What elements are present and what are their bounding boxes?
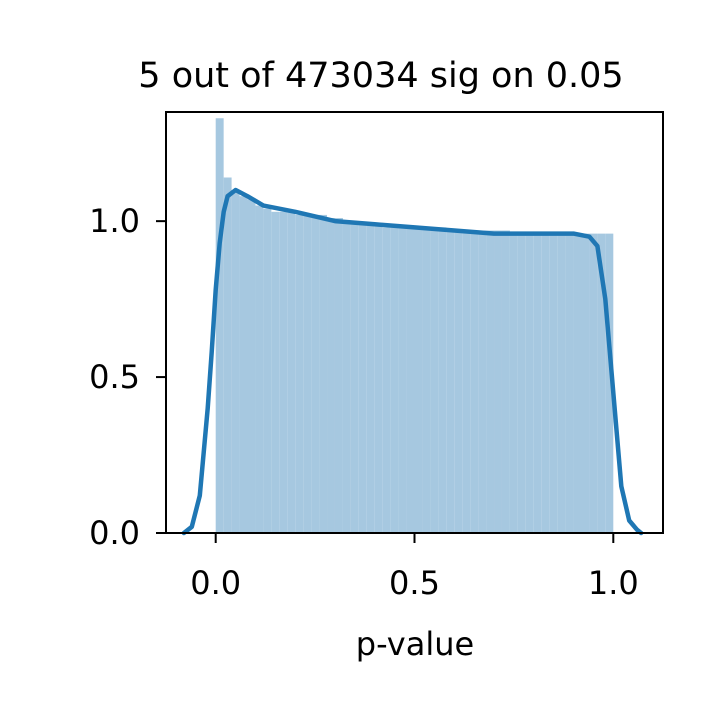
- histogram-bar: [231, 189, 240, 534]
- kde-line: [181, 187, 644, 536]
- histogram-bar: [581, 233, 590, 533]
- histogram-bar: [271, 211, 280, 533]
- histogram-bar: [501, 230, 510, 533]
- histogram-bar: [589, 233, 598, 533]
- histogram-bar: [573, 233, 582, 533]
- histogram-bar: [303, 214, 312, 533]
- histogram-bar: [549, 233, 558, 533]
- x-tick-label: 1.0: [588, 564, 639, 602]
- x-axis-label: p-value: [356, 625, 474, 663]
- histogram-bar: [382, 227, 391, 533]
- y-tick-label: 0.0: [89, 514, 140, 552]
- histogram-bar: [438, 227, 447, 533]
- histogram-bar: [478, 230, 487, 533]
- histogram-bar: [605, 233, 614, 533]
- histogram-bar: [295, 214, 304, 533]
- histogram-bar: [358, 224, 367, 533]
- histogram-bar: [239, 196, 248, 533]
- histogram-bar: [350, 221, 359, 534]
- histogram-bar: [255, 205, 264, 534]
- histogram-bar: [223, 177, 232, 533]
- histogram-bar: [533, 233, 542, 533]
- histogram-bar: [311, 214, 320, 533]
- y-axis: 0.0 0.5 1.0: [89, 202, 166, 552]
- histogram-bar: [486, 230, 495, 533]
- histogram-bar: [215, 118, 224, 534]
- histogram-bar: [287, 211, 296, 533]
- histogram-bar: [263, 208, 272, 533]
- histogram-bar: [406, 227, 415, 533]
- histogram-bar: [509, 233, 518, 533]
- y-tick-label: 1.0: [89, 202, 140, 240]
- chart-title: 5 out of 473034 sig on 0.05: [138, 56, 623, 96]
- histogram-bar: [334, 218, 343, 533]
- histogram-bar: [541, 233, 550, 533]
- histogram-bar: [557, 233, 566, 533]
- histogram-bar: [327, 218, 335, 533]
- histogram-bar: [247, 199, 256, 533]
- histogram-bar: [525, 233, 534, 533]
- histogram-bar: [462, 230, 471, 533]
- histogram-bar: [319, 214, 328, 533]
- histogram-bar: [454, 230, 463, 533]
- histogram-bar: [279, 211, 288, 533]
- histogram-bar: [430, 227, 439, 533]
- histogram-bar: [597, 233, 606, 533]
- y-tick-label: 0.5: [89, 358, 140, 396]
- histogram-bar: [470, 230, 479, 533]
- histogram-bar: [446, 230, 455, 533]
- histogram-bar: [366, 224, 375, 533]
- plot-area: [181, 118, 644, 536]
- histogram-bar: [374, 224, 383, 533]
- histogram-bar: [517, 233, 526, 533]
- x-tick-label: 0.0: [190, 564, 241, 602]
- histogram-bar: [342, 221, 351, 534]
- x-tick-label: 0.5: [389, 564, 440, 602]
- histogram-bar: [414, 227, 423, 533]
- x-axis: 0.0 0.5 1.0: [190, 533, 639, 602]
- histogram-bar: [565, 233, 574, 533]
- histogram-bar: [390, 227, 399, 533]
- histogram-bar: [494, 230, 502, 533]
- histogram-bar: [422, 227, 431, 533]
- histogram-bar: [398, 227, 407, 533]
